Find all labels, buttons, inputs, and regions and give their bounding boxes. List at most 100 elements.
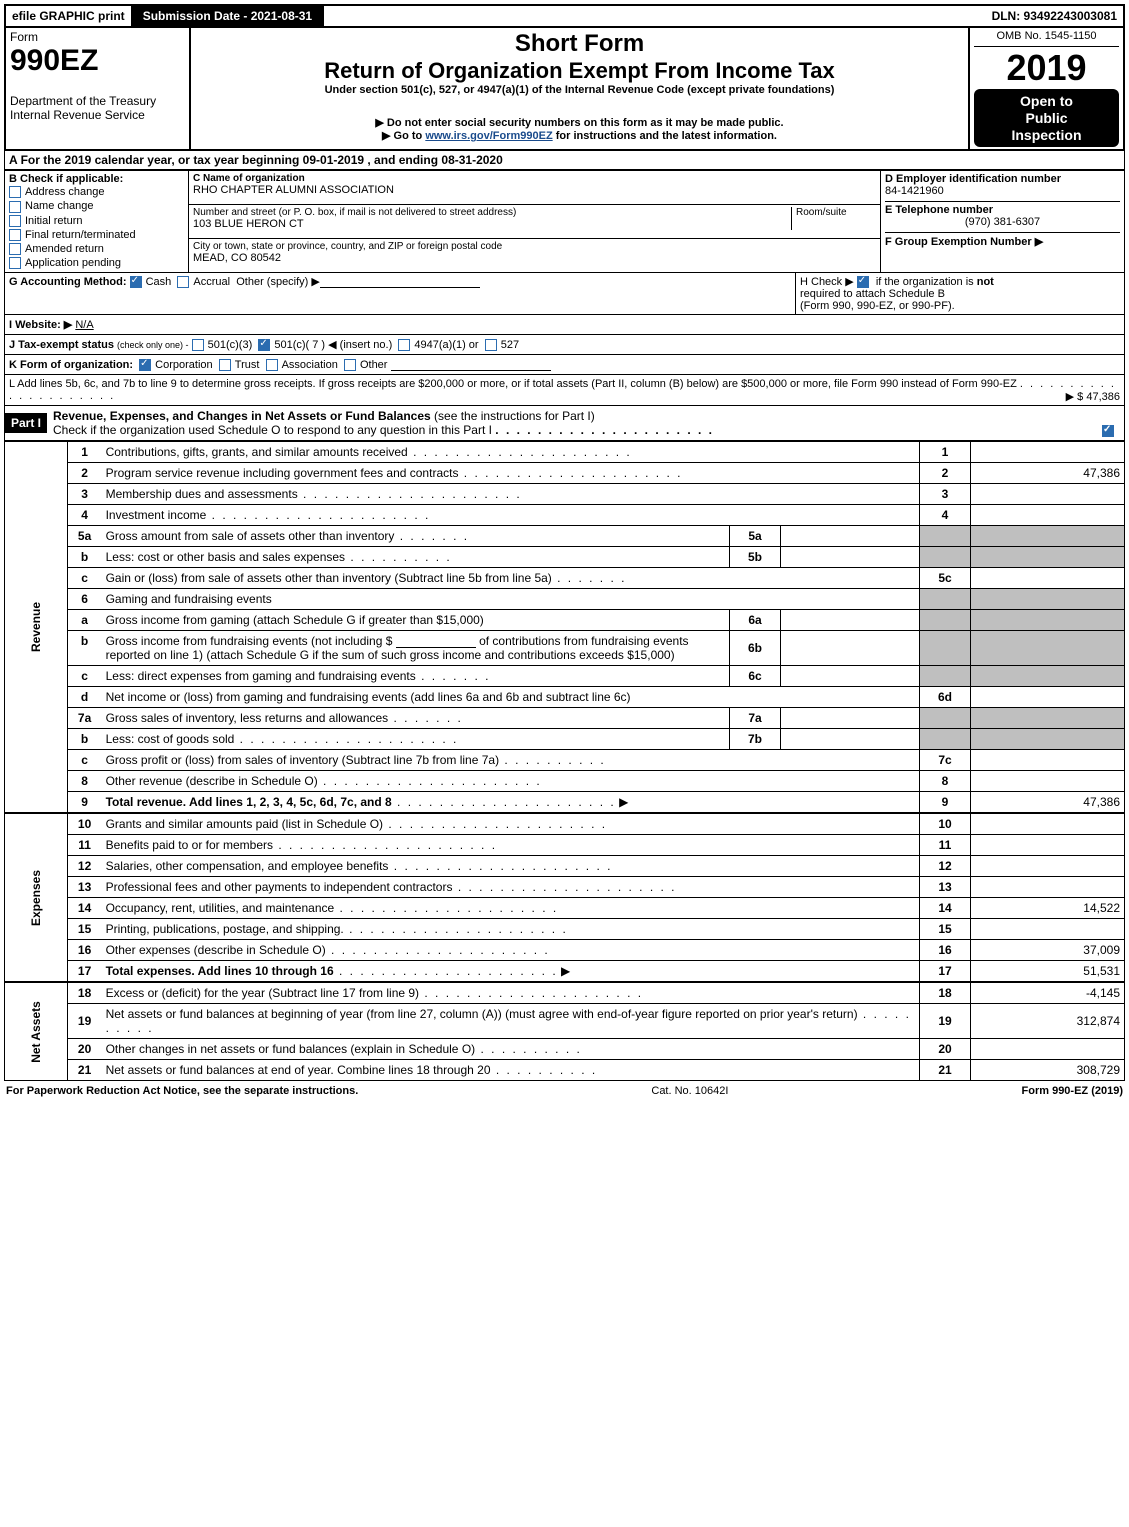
line-16-val: 37,009 [971, 940, 1125, 961]
irs-link[interactable]: www.irs.gov/Form990EZ [425, 130, 552, 142]
other-specify-label: Other (specify) ▶ [236, 276, 320, 288]
line-2-desc: Program service revenue including govern… [106, 466, 459, 480]
shade [920, 610, 971, 631]
shade [971, 729, 1125, 750]
line-7c-col: 7c [920, 750, 971, 771]
city-state-zip: MEAD, CO 80542 [193, 252, 876, 264]
line-14-desc: Occupancy, rent, utilities, and maintena… [106, 901, 335, 915]
goto-suffix: for instructions and the latest informat… [553, 130, 777, 142]
form-header: Form 990EZ Department of the Treasury In… [4, 28, 1125, 151]
box-i-label: I Website: ▶ [9, 319, 72, 331]
line-3-val [971, 484, 1125, 505]
chk-name-change[interactable]: Name change [9, 199, 184, 213]
line-21-val: 308,729 [971, 1060, 1125, 1081]
line-9-num: 9 [67, 792, 102, 814]
arrow-icon [558, 964, 571, 978]
form-of-org-line: K Form of organization: Corporation Trus… [4, 355, 1125, 375]
line-4-col: 4 [920, 505, 971, 526]
open-line2: Public [1025, 110, 1067, 126]
other-org-field[interactable] [391, 358, 551, 371]
part1-header-row: Part I Revenue, Expenses, and Changes in… [4, 406, 1125, 441]
chk-trust[interactable] [219, 359, 231, 371]
website-value: N/A [75, 319, 93, 331]
chk-501c[interactable] [258, 339, 270, 351]
line-20-col: 20 [920, 1039, 971, 1060]
line-5a-desc: Gross amount from sale of assets other t… [106, 529, 395, 543]
street-address: 103 BLUE HERON CT [193, 218, 791, 230]
line-7b-sub: 7b [730, 729, 781, 750]
footer: For Paperwork Reduction Act Notice, see … [4, 1081, 1125, 1101]
chk-501c3[interactable] [192, 339, 204, 351]
line-15-val [971, 919, 1125, 940]
line-17-num: 17 [67, 961, 102, 983]
line-7a-num: 7a [67, 708, 102, 729]
line-7b-desc: Less: cost of goods sold [106, 732, 235, 746]
line-18-desc: Excess or (deficit) for the year (Subtra… [106, 986, 419, 1000]
line-1-desc: Contributions, gifts, grants, and simila… [106, 445, 408, 459]
chk-accrual[interactable] [177, 276, 189, 288]
line-10-col: 10 [920, 813, 971, 835]
line-18-col: 18 [920, 982, 971, 1004]
box-k-label: K Form of organization: [9, 359, 133, 371]
line-9-desc: Total revenue. Add lines 1, 2, 3, 4, 5c,… [106, 795, 392, 809]
title-return: Return of Organization Exempt From Incom… [195, 58, 964, 84]
line-13-num: 13 [67, 877, 102, 898]
shade [920, 589, 971, 610]
opt-501c7: 501(c)( 7 ) ◀ (insert no.) [274, 339, 392, 351]
org-name: RHO CHAPTER ALUMNI ASSOCIATION [193, 184, 876, 196]
shade [971, 589, 1125, 610]
line-5b-num: b [67, 547, 102, 568]
dln: DLN: 93492243003081 [986, 6, 1123, 26]
line-6a-desc: Gross income from gaming (attach Schedul… [106, 613, 484, 627]
line-5a-sub: 5a [730, 526, 781, 547]
chk-application-pending[interactable]: Application pending [9, 256, 184, 270]
line-4-num: 4 [67, 505, 102, 526]
chk-final-return[interactable]: Final return/terminated [9, 228, 184, 242]
other-specify-field[interactable] [320, 275, 480, 288]
chk-schedule-o[interactable] [1102, 425, 1114, 437]
line-5b-desc: Less: cost or other basis and sales expe… [106, 550, 345, 564]
chk-schedule-b[interactable] [857, 276, 869, 288]
chk-4947[interactable] [398, 339, 410, 351]
efile-print-button[interactable]: efile GRAPHIC print [6, 6, 133, 26]
line-16-desc: Other expenses (describe in Schedule O) [106, 943, 326, 957]
line-1-num: 1 [67, 442, 102, 463]
line-6c-num: c [67, 666, 102, 687]
line-2-col: 2 [920, 463, 971, 484]
form-label: Form [10, 30, 38, 44]
chk-amended-return[interactable]: Amended return [9, 242, 184, 256]
line-12-desc: Salaries, other compensation, and employ… [106, 859, 389, 873]
line-21-desc: Net assets or fund balances at end of ye… [106, 1063, 491, 1077]
line-19-num: 19 [67, 1004, 102, 1039]
line-6b-amount-field[interactable] [396, 635, 476, 648]
line-6a-num: a [67, 610, 102, 631]
title-short-form: Short Form [195, 30, 964, 58]
line-20-num: 20 [67, 1039, 102, 1060]
line-2-num: 2 [67, 463, 102, 484]
shade [971, 526, 1125, 547]
line-13-desc: Professional fees and other payments to … [106, 880, 453, 894]
box-j-note: (check only one) - [117, 340, 189, 350]
line-19-val: 312,874 [971, 1004, 1125, 1039]
chk-corporation[interactable] [139, 359, 151, 371]
chk-other-org[interactable] [344, 359, 356, 371]
line-20-desc: Other changes in net assets or fund bala… [106, 1042, 476, 1056]
chk-address-change[interactable]: Address change [9, 185, 184, 199]
chk-527[interactable] [485, 339, 497, 351]
line-9-col: 9 [920, 792, 971, 814]
line-6b-sub: 6b [730, 631, 781, 666]
line-18-num: 18 [67, 982, 102, 1004]
line-8-col: 8 [920, 771, 971, 792]
tax-exempt-line: J Tax-exempt status (check only one) - 5… [4, 335, 1125, 355]
line-5b-sub: 5b [730, 547, 781, 568]
line-6d-col: 6d [920, 687, 971, 708]
line-5b-subval [781, 547, 920, 568]
goto-prefix: ▶ Go to [382, 130, 425, 142]
cash-label: Cash [146, 276, 172, 288]
chk-cash[interactable] [130, 276, 142, 288]
line-6a-subval [781, 610, 920, 631]
chk-initial-return[interactable]: Initial return [9, 214, 184, 228]
shade [971, 708, 1125, 729]
chk-association[interactable] [266, 359, 278, 371]
part1-title: Revenue, Expenses, and Changes in Net As… [53, 409, 431, 423]
